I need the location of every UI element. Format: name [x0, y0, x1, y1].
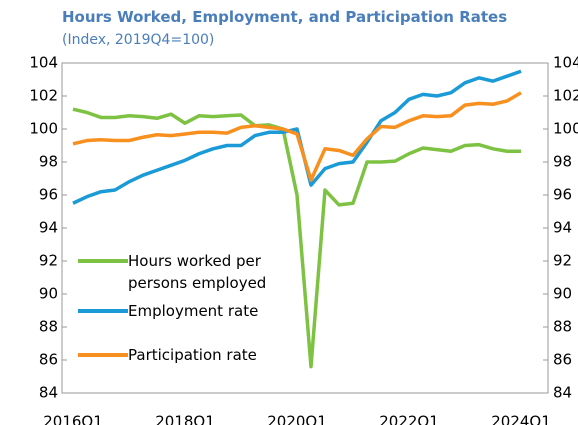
y-tick-label: 88 [39, 318, 58, 336]
y2-tick-label: 90 [553, 285, 572, 303]
legend: Hours worked per persons employed Employm… [78, 250, 308, 372]
legend-swatch [78, 309, 128, 313]
x-tick-label: 2016Q1 [43, 413, 103, 425]
x-tick-label: 2018Q1 [155, 413, 215, 425]
y-tick-label: 100 [29, 120, 58, 138]
y2-tick-label: 102 [553, 87, 578, 105]
y-tick-label: 102 [29, 87, 58, 105]
legend-label: Employment rate [128, 302, 259, 320]
legend-swatch [78, 259, 128, 263]
y2-tick-label: 96 [553, 186, 572, 204]
y-tick-label: 104 [29, 54, 58, 72]
y2-tick-label: 88 [553, 318, 572, 336]
y2-tick-label: 104 [553, 54, 578, 72]
y2-tick-label: 86 [553, 351, 572, 369]
chart-title: Hours Worked, Employment, and Participat… [62, 8, 507, 26]
legend-item: Participation rate [78, 344, 308, 366]
series-line [72, 91, 522, 182]
y-tick-label: 92 [39, 252, 58, 270]
y-tick-label: 98 [39, 153, 58, 171]
y-tick-label: 90 [39, 285, 58, 303]
y2-tick-label: 98 [553, 153, 572, 171]
series-line [72, 107, 521, 369]
x-tick-label: 2024Q1 [491, 413, 551, 425]
y2-tick-label: 92 [553, 252, 572, 270]
y-tick-label: 94 [39, 219, 58, 237]
y2-tick-label: 100 [553, 120, 578, 138]
legend-item: Hours worked per persons employed [78, 250, 308, 294]
legend-label: Hours worked per persons employed [128, 252, 267, 292]
x-tick-label: 2020Q1 [267, 413, 327, 425]
chart-subtitle: (Index, 2019Q4=100) [62, 32, 214, 48]
legend-item: Employment rate [78, 300, 308, 322]
legend-swatch [78, 353, 128, 357]
y-tick-label: 84 [39, 384, 58, 402]
y-tick-label: 96 [39, 186, 58, 204]
y-tick-label: 86 [39, 351, 58, 369]
y2-tick-label: 94 [553, 219, 572, 237]
legend-label: Participation rate [128, 346, 257, 364]
y2-tick-label: 84 [553, 384, 572, 402]
series-line [72, 69, 522, 205]
x-tick-label: 2022Q1 [379, 413, 439, 425]
